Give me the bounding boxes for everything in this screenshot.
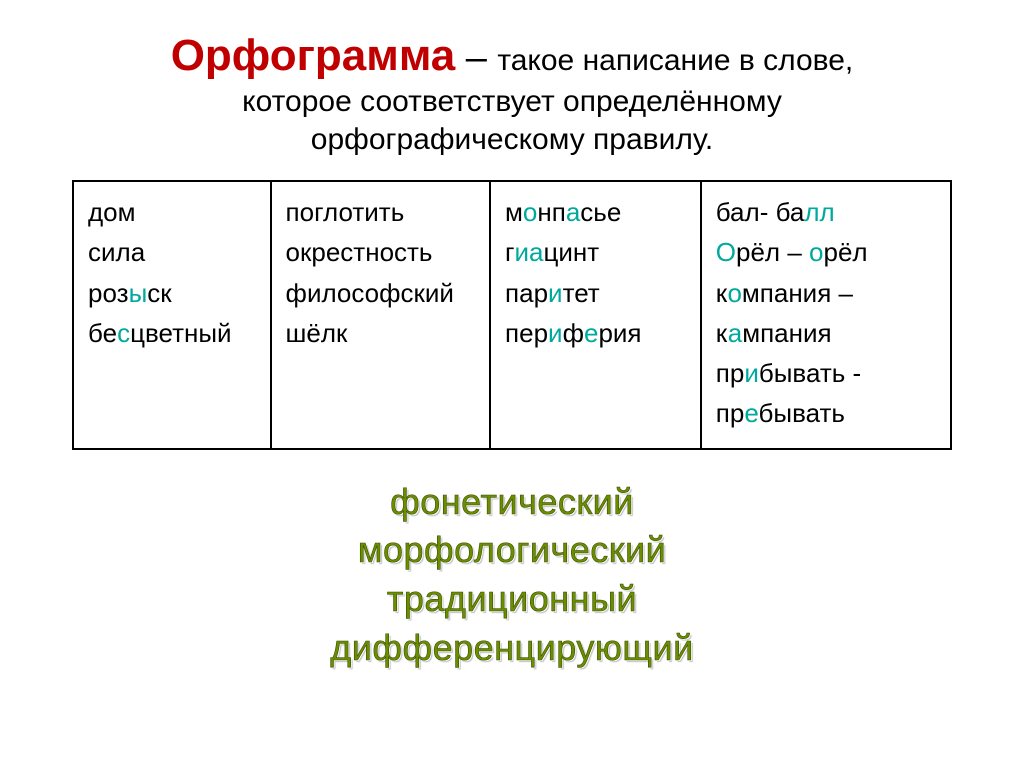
- word-part: цветный: [130, 318, 232, 348]
- pair: бал- балл: [716, 192, 938, 232]
- word: окрестность: [286, 232, 478, 272]
- word-highlight: е: [744, 398, 758, 428]
- slide-root: Орфограмма – такое написание в слове, ко…: [0, 0, 1024, 767]
- word: розыск: [88, 273, 258, 313]
- word-highlight: о: [809, 237, 823, 267]
- word: периферия: [505, 313, 688, 353]
- cell-col3: монпасье гиацинт паритет периферия: [490, 181, 701, 449]
- word-part: бал: [716, 197, 760, 227]
- word-highlight: и: [744, 358, 759, 388]
- principle-item: морфологический: [330, 526, 693, 575]
- word-part: г: [505, 237, 514, 267]
- table-row: дом сила розыск бесцветный поглотить окр…: [73, 181, 951, 449]
- word-part: к: [716, 278, 728, 308]
- word: философский: [286, 273, 478, 313]
- word: бесцветный: [88, 313, 258, 353]
- principle-item: традиционный: [330, 575, 693, 624]
- word-part: рия: [598, 318, 641, 348]
- word-part: бывать: [759, 358, 845, 388]
- word: паритет: [505, 273, 688, 313]
- word-part: мпания: [742, 278, 831, 308]
- word-part: ск: [147, 278, 171, 308]
- word: сила: [88, 232, 258, 272]
- separator: –: [780, 237, 809, 267]
- word-part: нп: [537, 197, 565, 227]
- word-part: тет: [563, 278, 600, 308]
- word-part: мпания: [742, 318, 831, 348]
- word-highlight: а: [728, 318, 742, 348]
- word-highlight: ы: [129, 278, 148, 308]
- slide-title: Орфограмма – такое написание в слове, ко…: [171, 28, 854, 158]
- word-part: к: [716, 318, 728, 348]
- examples-table: дом сила розыск бесцветный поглотить окр…: [72, 180, 952, 450]
- word-part: ф: [563, 318, 584, 348]
- word-part: пар: [505, 278, 548, 308]
- word: гиацинт: [505, 232, 688, 272]
- pair: кампания: [716, 313, 938, 353]
- word-highlight: а: [566, 197, 580, 227]
- principle-item: дифференцирующий: [330, 624, 693, 673]
- word: поглотить: [286, 192, 478, 232]
- pair: прибывать -: [716, 353, 938, 393]
- word-highlight: о: [523, 197, 537, 227]
- word-highlight: и: [548, 318, 563, 348]
- word-part: дом: [88, 197, 136, 227]
- separator: -: [760, 197, 776, 227]
- word-highlight: лл: [804, 197, 834, 227]
- word-part: бывать: [758, 398, 844, 428]
- word-highlight: иа: [515, 237, 544, 267]
- word-highlight: и: [548, 278, 563, 308]
- principles-list: фонетический морфологический традиционны…: [330, 478, 693, 672]
- word-part: пр: [716, 358, 745, 388]
- cell-col1: дом сила розыск бесцветный: [73, 181, 271, 449]
- word-part: бе: [88, 318, 117, 348]
- word-highlight: О: [716, 237, 736, 267]
- word-part: пер: [505, 318, 548, 348]
- word-part: роз: [88, 278, 129, 308]
- principle-item: фонетический: [330, 478, 693, 527]
- title-rest-1: такое написание в слове,: [497, 44, 853, 77]
- title-rest-2: которое соответствует определённому: [242, 85, 782, 118]
- separator: -: [845, 358, 861, 388]
- word-part: рёл: [736, 237, 780, 267]
- word: шёлк: [286, 313, 478, 353]
- word-part: пр: [716, 398, 745, 428]
- word-part: ба: [776, 197, 805, 227]
- cell-col4: бал- балл Орёл – орёл компания – кампани…: [701, 181, 951, 449]
- word-highlight: с: [117, 318, 130, 348]
- title-rest-3: орфографическому правилу.: [311, 123, 713, 156]
- word-part: м: [505, 197, 523, 227]
- word-highlight: е: [584, 318, 598, 348]
- title-dash: –: [460, 37, 493, 79]
- word: монпасье: [505, 192, 688, 232]
- pair: компания –: [716, 273, 938, 313]
- word-highlight: о: [727, 278, 741, 308]
- word-part: сила: [88, 237, 145, 267]
- title-keyword: Орфограмма: [171, 31, 456, 80]
- word-part: сье: [580, 197, 621, 227]
- word: дом: [88, 192, 258, 232]
- word-part: цинт: [544, 237, 600, 267]
- pair: пребывать: [716, 393, 938, 433]
- cell-col2: поглотить окрестность философский шёлк: [271, 181, 491, 449]
- pair: Орёл – орёл: [716, 232, 938, 272]
- separator: –: [831, 278, 853, 308]
- word-part: рёл: [823, 237, 867, 267]
